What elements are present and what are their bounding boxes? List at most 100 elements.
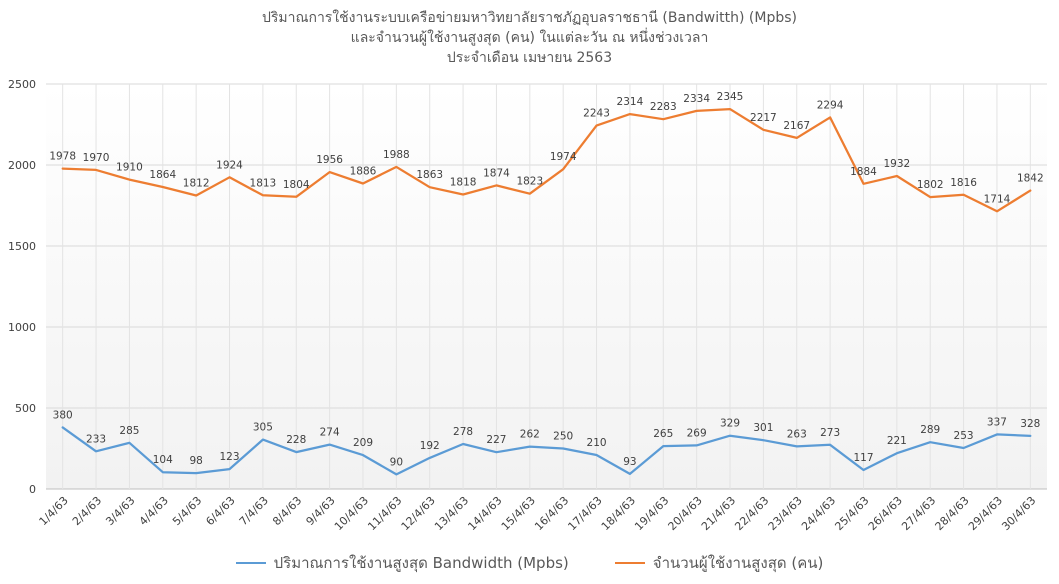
x-tick-label-3: 3/4/63 — [103, 494, 137, 528]
chart-title-line-3: ประจำเดือน เมษายน 2563 — [446, 50, 613, 66]
y-tick-label-0: 0 — [29, 483, 36, 496]
users-label-10: 1886 — [350, 165, 377, 177]
bandwidth-label-28: 253 — [954, 430, 974, 442]
users-label-30: 1842 — [1017, 173, 1044, 185]
x-tick-label-8: 8/4/63 — [270, 494, 304, 528]
x-tick-label-1: 1/4/63 — [37, 494, 71, 528]
bandwidth-label-25: 117 — [853, 452, 873, 464]
x-tick-label-16: 16/4/63 — [532, 494, 571, 533]
y-tick-label-2500: 2500 — [8, 78, 36, 91]
users-label-27: 1802 — [917, 179, 944, 191]
chart-title-line-2: และจำนวนผู้ใช้งานสูงสุด (คน) ในแต่ละวัน … — [350, 30, 709, 46]
users-label-9: 1956 — [316, 154, 343, 166]
x-tick-label-19: 19/4/63 — [632, 494, 671, 533]
series-lines — [61, 107, 1032, 476]
bandwidth-label-23: 263 — [787, 428, 807, 440]
x-tick-label-22: 22/4/63 — [732, 494, 771, 533]
bandwidth-label-17: 210 — [587, 437, 607, 449]
x-tick-label-11: 11/4/63 — [365, 494, 404, 533]
x-tick-label-4: 4/4/63 — [137, 494, 171, 528]
bandwidth-label-15: 262 — [520, 429, 540, 441]
x-tick-label-2: 2/4/63 — [70, 494, 104, 528]
data-labels: 380 233 285 104 98 123 305 228 274 209 90 192 278 227… — [49, 91, 1043, 468]
users-line — [61, 107, 1032, 213]
users-label-28: 1816 — [950, 177, 977, 189]
bandwidth-label-12: 192 — [420, 440, 440, 452]
x-tick-label-27: 27/4/63 — [899, 494, 938, 533]
users-label-1: 1978 — [49, 151, 76, 163]
users-label-21: 2345 — [717, 91, 744, 103]
legend: ปริมาณการใช้งานสูงสุด Bandwidth (Mpbs) จ… — [0, 551, 1059, 575]
users-label-4: 1864 — [149, 169, 176, 181]
y-tick-label-2000: 2000 — [8, 159, 36, 172]
bandwidth-label-5: 98 — [189, 455, 202, 467]
bandwidth-label-20: 269 — [687, 427, 707, 439]
legend-swatch-users — [614, 562, 645, 564]
x-tick-label-7: 7/4/63 — [237, 494, 271, 528]
chart-title-line-1: ปริมาณการใช้งานระบบเครือข่ายมหาวิทยาลัยร… — [261, 10, 797, 26]
bandwidth-label-16: 250 — [553, 431, 573, 443]
vertical-gridlines — [62, 84, 1031, 489]
bandwidth-label-22: 301 — [753, 422, 773, 434]
bandwidth-line — [61, 426, 1032, 476]
x-tick-label-18: 18/4/63 — [599, 494, 638, 533]
x-tick-label-25: 25/4/63 — [832, 494, 871, 533]
x-tick-label-21: 21/4/63 — [699, 494, 738, 533]
bandwidth-label-13: 278 — [453, 426, 473, 438]
chart-title: ปริมาณการใช้งานระบบเครือข่ายมหาวิทยาลัยร… — [0, 8, 1059, 68]
x-tick-label-12: 12/4/63 — [399, 494, 438, 533]
x-tick-label-13: 13/4/63 — [432, 494, 471, 533]
y-tick-label-500: 500 — [15, 402, 36, 415]
users-label-6: 1924 — [216, 159, 243, 171]
users-label-20: 2334 — [683, 93, 710, 105]
bandwidth-label-26: 221 — [887, 435, 907, 447]
bandwidth-label-19: 265 — [653, 428, 673, 440]
bandwidth-label-24: 273 — [820, 427, 840, 439]
bandwidth-label-10: 209 — [353, 437, 373, 449]
x-tick-label-26: 26/4/63 — [866, 494, 905, 533]
bandwidth-label-6: 123 — [219, 451, 239, 463]
bandwidth-label-18: 93 — [623, 456, 636, 468]
bandwidth-label-21: 329 — [720, 418, 740, 430]
x-tick-label-20: 20/4/63 — [666, 494, 705, 533]
users-label-15: 1823 — [516, 176, 543, 188]
plot-area — [46, 84, 1047, 489]
y-tick-label-1500: 1500 — [8, 240, 36, 253]
users-label-8: 1804 — [283, 179, 310, 191]
users-label-24: 2294 — [817, 99, 844, 111]
x-tick-label-14: 14/4/63 — [465, 494, 504, 533]
users-label-19: 2283 — [650, 101, 677, 113]
users-label-11: 1988 — [383, 149, 410, 161]
users-label-16: 1974 — [550, 151, 577, 163]
bandwidth-label-14: 227 — [486, 434, 506, 446]
bandwidth-label-11: 90 — [390, 456, 403, 468]
legend-label-bandwidth: ปริมาณการใช้งานสูงสุด Bandwidth (Mpbs) — [273, 554, 569, 572]
bandwidth-label-30: 328 — [1020, 418, 1040, 430]
x-tick-label-29: 29/4/63 — [966, 494, 1005, 533]
users-label-25: 1884 — [850, 166, 877, 178]
users-label-12: 1863 — [416, 169, 443, 181]
x-axis-tick-labels: 1/4/63 2/4/63 3/4/63 4/4/63 5/4/63 6/4/63 7/4/… — [37, 494, 1039, 533]
bandwidth-label-27: 289 — [920, 424, 940, 436]
users-label-29: 1714 — [984, 193, 1011, 205]
users-label-14: 1874 — [483, 167, 510, 179]
legend-swatch-bandwidth — [235, 562, 266, 564]
x-tick-label-24: 24/4/63 — [799, 494, 838, 533]
users-label-13: 1818 — [450, 176, 477, 188]
bandwidth-label-7: 305 — [253, 422, 273, 434]
x-tick-label-5: 5/4/63 — [170, 494, 204, 528]
bandwidth-label-1: 380 — [53, 409, 73, 421]
users-label-23: 2167 — [783, 120, 810, 132]
y-tick-label-1000: 1000 — [8, 321, 36, 334]
bandwidth-label-2: 233 — [86, 433, 106, 445]
x-tick-label-28: 28/4/63 — [933, 494, 972, 533]
bandwidth-label-8: 228 — [286, 434, 306, 446]
horizontal-gridlines — [46, 83, 1047, 490]
users-label-3: 1910 — [116, 162, 143, 174]
x-tick-label-30: 30/4/63 — [999, 494, 1038, 533]
users-label-5: 1812 — [183, 177, 210, 189]
users-label-7: 1813 — [250, 177, 277, 189]
legend-label-users: จำนวนผู้ใช้งานสูงสุด (คน) — [652, 554, 824, 572]
x-tick-label-17: 17/4/63 — [565, 494, 604, 533]
